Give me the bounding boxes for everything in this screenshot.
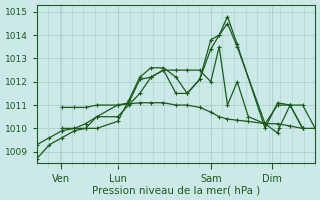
X-axis label: Pression niveau de la mer( hPa ): Pression niveau de la mer( hPa ) — [92, 185, 260, 195]
